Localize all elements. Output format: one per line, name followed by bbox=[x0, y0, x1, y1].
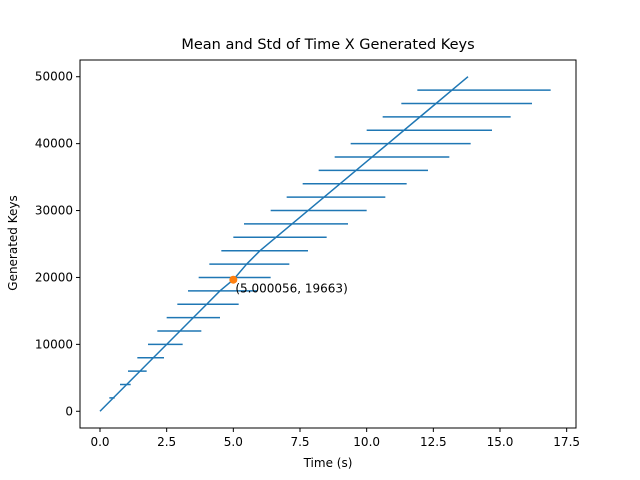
x-tick-label: 2.5 bbox=[157, 435, 176, 449]
axes-frame bbox=[79, 59, 577, 429]
highlight-annotation: (5.000056, 19663) bbox=[235, 282, 347, 296]
y-axis-label: Generated Keys bbox=[6, 195, 20, 290]
series-line-mean bbox=[99, 76, 469, 412]
y-tick-label: 40000 bbox=[35, 137, 73, 151]
x-tick-label: 7.5 bbox=[290, 435, 309, 449]
chart-title: Mean and Std of Time X Generated Keys bbox=[181, 37, 474, 53]
x-tick-label: 17.5 bbox=[553, 435, 580, 449]
y-tick-label: 30000 bbox=[35, 204, 73, 218]
x-tick-label: 10.0 bbox=[353, 435, 380, 449]
y-tick-label: 50000 bbox=[35, 70, 73, 84]
x-axis-label: Time (s) bbox=[303, 456, 353, 470]
x-tick-label: 5.0 bbox=[224, 435, 243, 449]
x-tick-label: 12.5 bbox=[420, 435, 447, 449]
plot-area: (5.000056, 19663) 0.0 2.5 5.0 7.5 10.0 12.5 15.… bbox=[35, 59, 580, 449]
x-tick-label: 15.0 bbox=[487, 435, 514, 449]
y-tick-label: 20000 bbox=[35, 270, 73, 284]
y-tick-label: 10000 bbox=[35, 337, 73, 351]
x-tick-label: 0.0 bbox=[90, 435, 109, 449]
y-tick-label: 0 bbox=[65, 404, 73, 418]
highlight-point bbox=[229, 275, 238, 284]
